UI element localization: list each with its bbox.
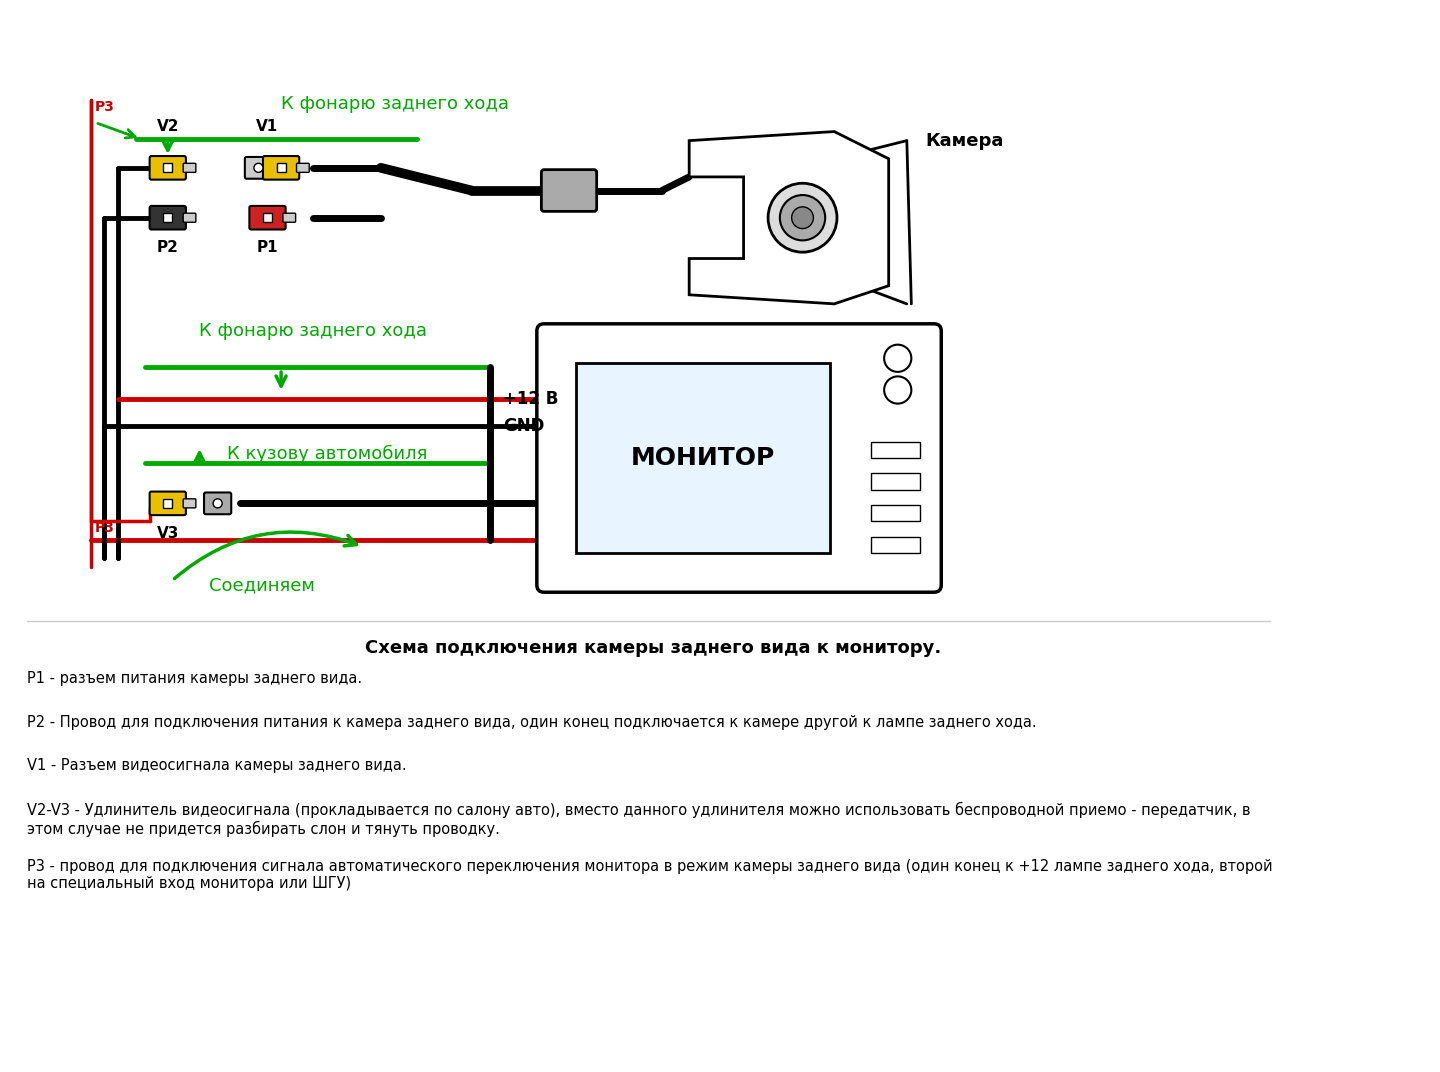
Circle shape — [780, 195, 825, 240]
FancyBboxPatch shape — [150, 206, 186, 229]
Bar — [163, 163, 173, 173]
FancyBboxPatch shape — [282, 213, 295, 222]
Bar — [264, 213, 272, 222]
Text: +12 В: +12 В — [503, 390, 559, 408]
Text: К кузову автомобиля: К кузову автомобиля — [226, 445, 428, 463]
FancyBboxPatch shape — [150, 492, 186, 516]
Circle shape — [884, 376, 912, 403]
Text: Соединяем: Соединяем — [209, 576, 314, 594]
FancyBboxPatch shape — [264, 157, 300, 180]
Bar — [871, 442, 920, 458]
Text: V1 - Разъем видеосигнала камеры заднего вида.: V1 - Разъем видеосигнала камеры заднего … — [27, 758, 408, 773]
Bar — [163, 213, 173, 222]
FancyBboxPatch shape — [245, 157, 272, 179]
FancyBboxPatch shape — [183, 163, 196, 173]
Circle shape — [792, 207, 814, 228]
Bar — [871, 505, 920, 521]
Polygon shape — [690, 132, 888, 303]
Circle shape — [253, 163, 264, 173]
Text: V3: V3 — [157, 526, 179, 541]
FancyBboxPatch shape — [541, 169, 596, 211]
Bar — [163, 498, 173, 508]
Text: К фонарю заднего хода: К фонарю заднего хода — [200, 322, 428, 340]
Circle shape — [884, 345, 912, 372]
Text: P3: P3 — [95, 100, 115, 114]
Bar — [276, 163, 285, 173]
Text: Схема подключения камеры заднего вида к монитору.: Схема подключения камеры заднего вида к … — [364, 639, 940, 657]
FancyBboxPatch shape — [249, 206, 285, 229]
Text: V1: V1 — [256, 119, 278, 134]
Text: V2-V3 - Удлинитель видеосигнала (прокладывается по салону авто), вместо данного : V2-V3 - Удлинитель видеосигнала (проклад… — [27, 802, 1251, 836]
Text: P1 - разъем питания камеры заднего вида.: P1 - разъем питания камеры заднего вида. — [27, 671, 363, 686]
Text: P2: P2 — [157, 240, 179, 255]
Text: P1: P1 — [256, 240, 278, 255]
Text: К фонарю заднего хода: К фонарю заднего хода — [281, 95, 510, 114]
Bar — [871, 474, 920, 490]
Text: Камера: Камера — [924, 132, 1004, 150]
Bar — [871, 537, 920, 553]
FancyBboxPatch shape — [297, 163, 310, 173]
Bar — [576, 362, 829, 553]
Circle shape — [213, 498, 222, 508]
Text: P3: P3 — [95, 521, 115, 536]
FancyBboxPatch shape — [537, 324, 942, 592]
FancyBboxPatch shape — [183, 498, 196, 508]
Text: V2: V2 — [157, 119, 179, 134]
Text: МОНИТОР: МОНИТОР — [631, 446, 775, 470]
FancyBboxPatch shape — [183, 213, 196, 222]
Circle shape — [768, 183, 837, 252]
FancyBboxPatch shape — [204, 492, 232, 515]
Text: GND: GND — [503, 417, 544, 435]
Text: P3 - провод для подключения сигнала автоматического переключения монитора в режи: P3 - провод для подключения сигнала авто… — [27, 859, 1273, 891]
Text: P2 - Провод для подключения питания к камера заднего вида, один конец подключает: P2 - Провод для подключения питания к ка… — [27, 715, 1037, 730]
FancyBboxPatch shape — [150, 157, 186, 180]
